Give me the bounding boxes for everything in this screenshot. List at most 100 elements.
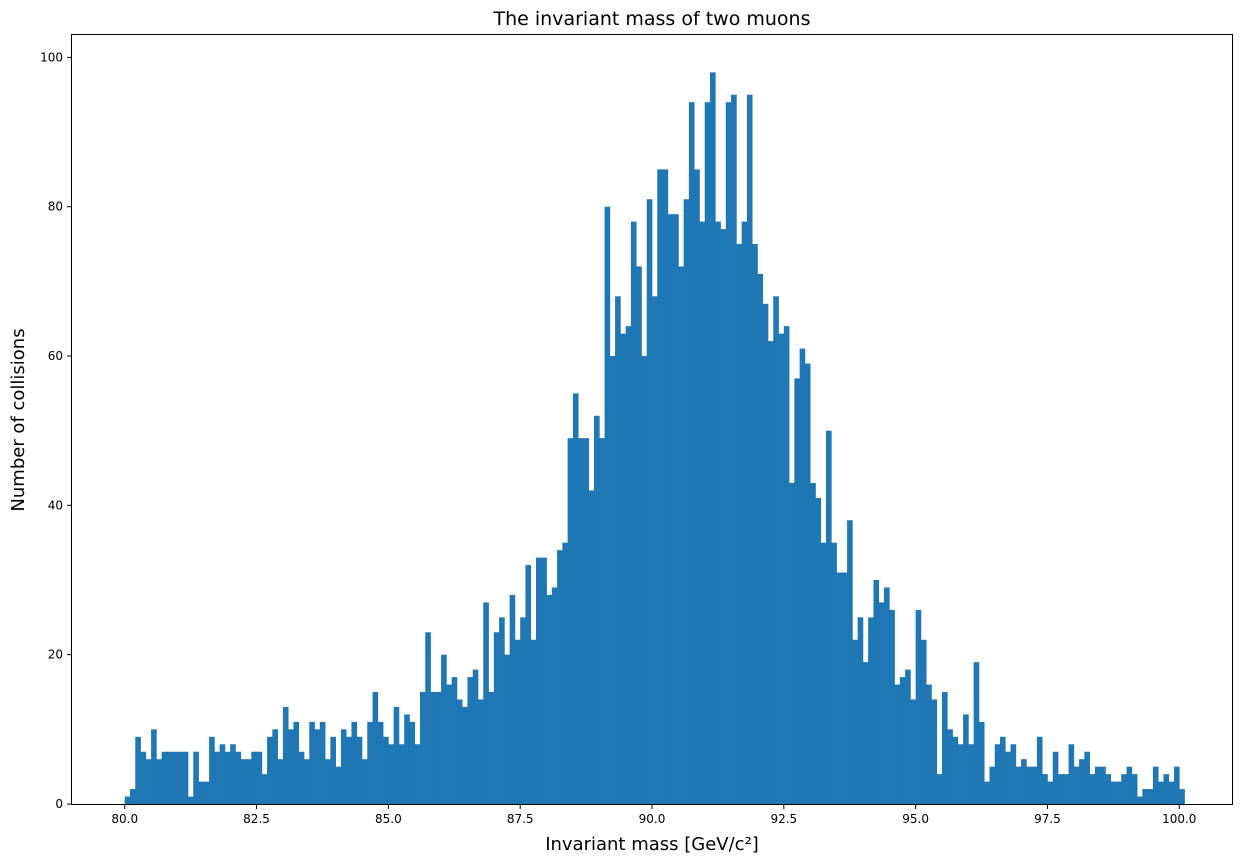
histogram-bar <box>288 729 294 804</box>
histogram-bar <box>398 744 405 804</box>
histogram-bar <box>625 326 632 804</box>
histogram-bar <box>340 729 347 804</box>
histogram-bar <box>878 602 885 804</box>
histogram-bar <box>1031 766 1038 804</box>
histogram-bar <box>889 609 895 804</box>
histogram-bar <box>1152 766 1159 804</box>
histogram-bar <box>404 714 410 804</box>
histogram-bar <box>831 542 837 804</box>
histogram-bar <box>214 751 220 804</box>
histogram-bar <box>230 744 236 804</box>
histogram-bar <box>910 699 916 804</box>
histogram-bar <box>1089 774 1096 804</box>
histogram-bar <box>409 721 416 804</box>
histogram-bar <box>383 736 389 804</box>
histogram-bar <box>1063 774 1069 804</box>
histogram-bar <box>256 751 263 804</box>
x-tick-label: 92.5 <box>770 812 797 826</box>
histogram-bar <box>704 102 711 804</box>
histogram-bar <box>541 557 547 804</box>
histogram-bar <box>393 706 400 804</box>
histogram-bar <box>372 692 379 804</box>
histogram-bar <box>1084 751 1090 804</box>
histogram-bar <box>667 214 674 804</box>
histogram-bar <box>309 721 315 804</box>
histogram-bar <box>277 759 284 804</box>
histogram-bar <box>957 744 964 804</box>
histogram-bar <box>198 781 205 804</box>
histogram-bar <box>1126 766 1133 804</box>
histogram-bar <box>1010 744 1017 804</box>
histogram-bar <box>1094 766 1101 804</box>
histogram-bar <box>451 677 458 804</box>
histogram-bar <box>657 169 663 804</box>
histogram-bar <box>725 102 732 804</box>
histogram-bar <box>741 221 748 804</box>
histogram-bar <box>1110 781 1117 804</box>
histogram-bar <box>335 766 342 804</box>
histogram-bar <box>551 587 558 804</box>
histogram-bar <box>731 94 737 805</box>
y-tick-label: 100 <box>40 50 63 64</box>
histogram-bar <box>857 617 864 804</box>
histogram-bars <box>124 72 1185 805</box>
histogram-bar <box>456 699 463 804</box>
histogram-bar <box>414 744 421 804</box>
histogram-bar <box>884 587 890 804</box>
histogram-bar <box>752 244 758 805</box>
histogram-bar <box>304 759 310 804</box>
x-axis-ticks: 80.0 82.5 85.0 87.5 90.0 92.5 95.0 97.5 100.0 <box>111 804 1196 826</box>
histogram-bar <box>942 692 948 804</box>
histogram-bar <box>235 751 242 804</box>
histogram-bar <box>1158 781 1164 804</box>
histogram-bar <box>135 736 141 804</box>
histogram-bar <box>435 692 442 804</box>
histogram-bar <box>124 796 131 804</box>
histogram-bar <box>604 206 611 805</box>
histogram-bar <box>246 759 252 804</box>
histogram-bar <box>1073 766 1080 804</box>
x-tick-label: 97.5 <box>1034 812 1061 826</box>
histogram-bar <box>499 617 505 804</box>
histogram-bar <box>293 721 300 804</box>
x-tick-label: 90.0 <box>639 812 666 826</box>
histogram-bar <box>736 244 742 805</box>
histogram-bar <box>773 296 779 804</box>
histogram-bar <box>947 729 953 804</box>
histogram-bar <box>1142 789 1148 804</box>
histogram-bar <box>905 669 911 804</box>
y-tick-label: 0 <box>55 797 63 811</box>
histogram-bar <box>483 602 489 804</box>
histogram-bar <box>356 736 363 804</box>
histogram-bar <box>446 684 452 804</box>
histogram-bar <box>567 438 574 804</box>
histogram-bar <box>662 169 669 804</box>
histogram-bar <box>367 721 373 804</box>
histogram-bar <box>536 557 542 804</box>
histogram-bar <box>325 759 331 804</box>
histogram-bar <box>710 72 716 804</box>
histogram-bar <box>478 699 484 804</box>
histogram-bar <box>1000 736 1006 804</box>
histogram-bar <box>472 669 479 804</box>
x-tick-label: 100.0 <box>1162 812 1196 826</box>
histogram-bar <box>1047 781 1054 804</box>
histogram-bar <box>815 497 822 804</box>
histogram-bar <box>251 751 257 804</box>
y-tick-label: 40 <box>48 498 63 512</box>
histogram-bar <box>377 721 384 804</box>
histogram-bar <box>599 438 605 804</box>
histogram-bar <box>826 430 832 804</box>
histogram-bar <box>968 744 974 804</box>
histogram-bar <box>1026 766 1032 804</box>
x-tick-label: 80.0 <box>111 812 138 826</box>
histogram-bar <box>267 736 273 804</box>
histogram-bar <box>588 490 595 804</box>
histogram-bar <box>504 654 510 804</box>
histogram-bar <box>757 273 764 804</box>
x-tick-label: 85.0 <box>375 812 402 826</box>
histogram-bar <box>899 677 906 804</box>
chart-title: The invariant mass of two muons <box>493 8 811 30</box>
histogram-bar <box>430 692 437 804</box>
